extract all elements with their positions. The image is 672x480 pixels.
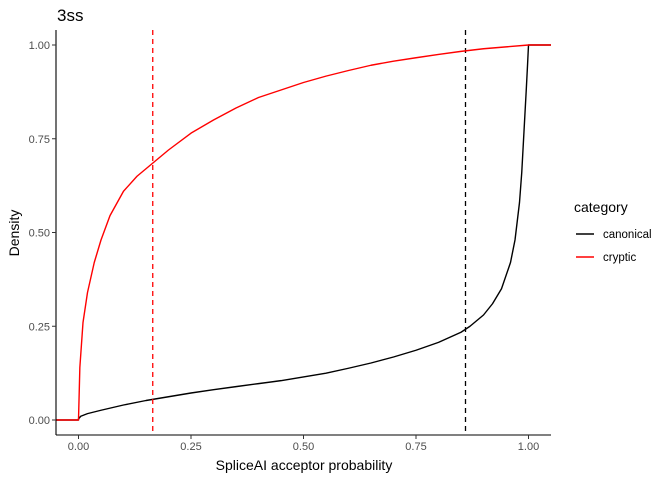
y-tick-label: 0.00 xyxy=(29,415,50,427)
chart-title: 3ss xyxy=(57,6,83,25)
x-tick-label: 0.50 xyxy=(293,441,314,453)
legend-label-cryptic: cryptic xyxy=(603,252,636,264)
plot-area xyxy=(56,30,551,435)
y-tick-label: 0.75 xyxy=(29,134,50,146)
series-line-canonical xyxy=(56,44,551,421)
x-tick-label: 0.00 xyxy=(68,441,89,453)
x-tick-label: 0.75 xyxy=(405,441,426,453)
legend-title: category xyxy=(574,199,628,215)
legend-label-canonical: canonical xyxy=(603,229,652,241)
y-tick-label: 0.25 xyxy=(29,321,50,333)
x-axis-title: SpliceAI acceptor probability xyxy=(216,457,393,473)
legend: category canonical cryptic xyxy=(574,199,652,264)
x-tick-label: 1.00 xyxy=(518,441,539,453)
y-axis: 0.00 0.25 0.50 0.75 1.00 xyxy=(29,30,57,435)
x-tick-label: 0.25 xyxy=(180,441,201,453)
y-axis-title: Density xyxy=(6,210,22,257)
x-axis: 0.00 0.25 0.50 0.75 1.00 xyxy=(56,434,551,453)
series-line-cryptic xyxy=(56,44,551,421)
y-tick-label: 1.00 xyxy=(29,40,50,52)
y-tick-label: 0.50 xyxy=(29,228,50,240)
